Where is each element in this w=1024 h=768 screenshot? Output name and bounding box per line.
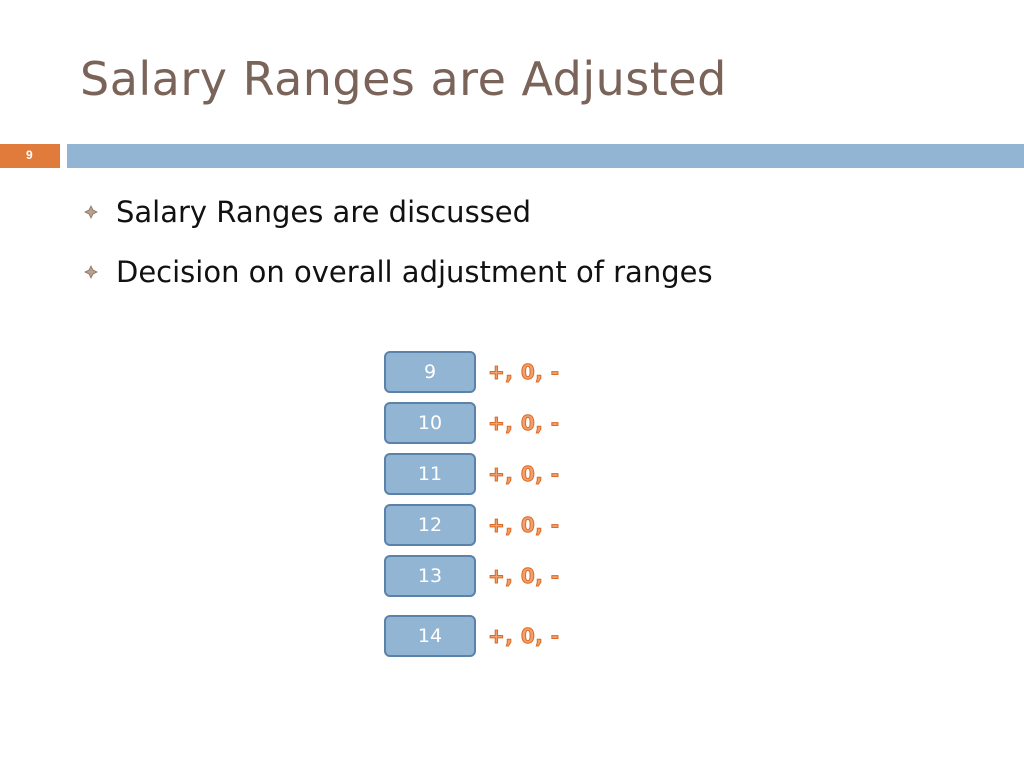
diamond-bullet-icon bbox=[84, 205, 98, 219]
range-adjustment: +, 0, - bbox=[488, 360, 560, 385]
range-adjustment: +, 0, - bbox=[488, 564, 560, 589]
range-adjustment: +, 0, - bbox=[488, 624, 560, 649]
range-adjustment: +, 0, - bbox=[488, 462, 560, 487]
range-grade-box: 14 bbox=[384, 615, 476, 657]
range-row: 10 +, 0, - bbox=[384, 401, 560, 445]
bullet-text: Salary Ranges are discussed bbox=[116, 195, 532, 229]
range-grade-box: 12 bbox=[384, 504, 476, 546]
title-rule bbox=[67, 144, 1024, 168]
diamond-bullet-icon bbox=[84, 265, 98, 279]
range-grade-box: 11 bbox=[384, 453, 476, 495]
range-row: 14 +, 0, - bbox=[384, 614, 560, 658]
bullet-item: Salary Ranges are discussed bbox=[84, 192, 713, 232]
bullet-item: Decision on overall adjustment of ranges bbox=[84, 252, 713, 292]
slide-title: Salary Ranges are Adjusted bbox=[80, 52, 727, 106]
range-grade-box: 9 bbox=[384, 351, 476, 393]
range-adjustment: +, 0, - bbox=[488, 513, 560, 538]
range-row: 12 +, 0, - bbox=[384, 503, 560, 547]
salary-range-list: 9 +, 0, - 10 +, 0, - 11 +, 0, - 12 +, 0,… bbox=[384, 350, 560, 658]
range-grade-box: 10 bbox=[384, 402, 476, 444]
range-row: 11 +, 0, - bbox=[384, 452, 560, 496]
range-row: 9 +, 0, - bbox=[384, 350, 560, 394]
bullet-text: Decision on overall adjustment of ranges bbox=[116, 255, 713, 289]
slide-number: 9 bbox=[0, 144, 60, 168]
range-grade-box: 13 bbox=[384, 555, 476, 597]
bullet-list: Salary Ranges are discussed Decision on … bbox=[84, 192, 713, 312]
range-row: 13 +, 0, - bbox=[384, 554, 560, 598]
range-adjustment: +, 0, - bbox=[488, 411, 560, 436]
